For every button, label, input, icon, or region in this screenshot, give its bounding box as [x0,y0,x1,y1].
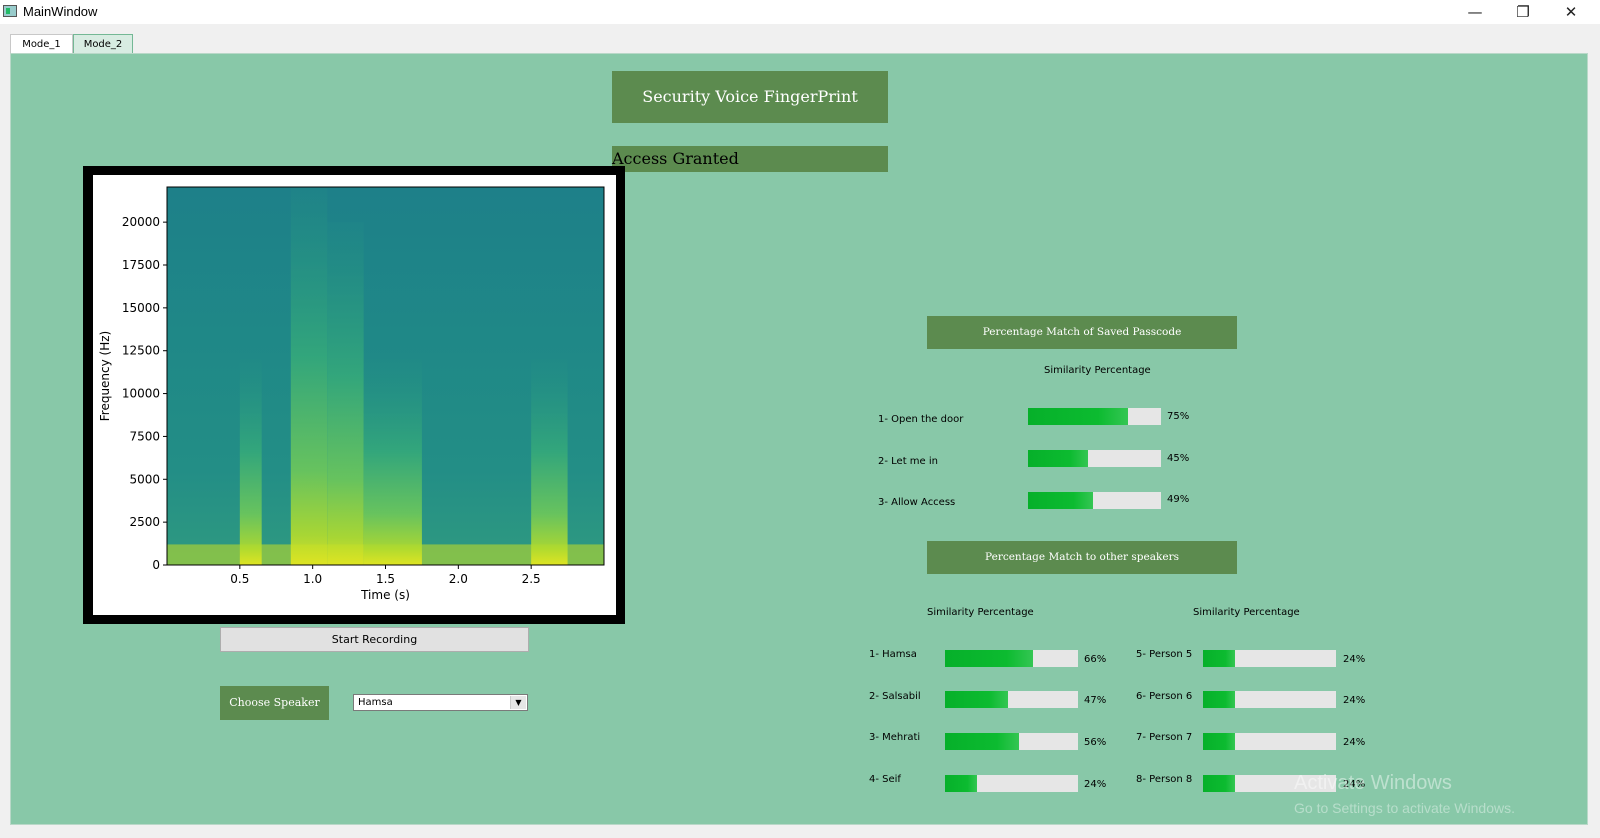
passcode-progress-bar [1028,408,1161,425]
speaker-progress-bar [945,775,1078,792]
saved-passcode-header: Percentage Match of Saved Passcode [927,316,1237,349]
y-tick-label: 0 [152,558,160,572]
start-recording-button[interactable]: Start Recording [220,627,529,652]
speaker-progress-bar [945,733,1078,750]
x-tick-label: 2.5 [522,572,541,586]
choose-speaker-button[interactable]: Choose Speaker [220,686,329,720]
title-bar: MainWindow — ❐ ✕ [0,0,1600,24]
progress-fill [1028,408,1128,425]
passcode-percent: 45% [1167,453,1190,464]
speaker-label: 1- Hamsa [869,649,917,660]
y-tick-label: 20000 [122,215,160,229]
x-axis-label: Time (s) [360,588,410,602]
speaker-progress-bar [1203,733,1336,750]
maximize-button[interactable]: ❐ [1516,3,1530,21]
access-status-label: Access Granted [612,146,888,172]
minimize-button[interactable]: — [1467,3,1483,21]
spectrogram-energy-segment [290,187,328,565]
spectrogram-energy-segment [239,359,262,565]
x-tick-label: 1.5 [376,572,395,586]
progress-fill [1203,650,1235,667]
y-axis-label: Frequency (Hz) [98,331,112,422]
chevron-down-icon[interactable]: ▼ [510,696,526,709]
speaker-label: 2- Salsabil [869,691,921,702]
window-title: MainWindow [23,4,98,19]
activation-watermark-subtitle: Go to Settings to activate Windows. [1294,800,1515,816]
speaker-percent: 47% [1084,695,1107,706]
speaker-percent: 24% [1084,779,1107,790]
y-tick-label: 7500 [129,429,160,443]
speaker-label: 8- Person 8 [1136,774,1193,785]
y-tick-label: 5000 [129,472,160,486]
speaker-progress-bar [1203,650,1336,667]
speaker-percent: 56% [1084,737,1107,748]
passcode-similarity-title: Similarity Percentage [1044,365,1151,376]
speaker-label: 6- Person 6 [1136,691,1193,702]
passcode-progress-bar [1028,492,1161,509]
progress-fill [1203,733,1235,750]
y-tick-label: 15000 [122,301,160,315]
x-tick-label: 1.0 [303,572,322,586]
speaker-label: 3- Mehrati [869,732,921,743]
passcode-label: 1- Open the door [878,414,964,425]
progress-fill [945,691,1008,708]
speaker-percent: 24% [1343,654,1366,665]
x-tick-label: 0.5 [230,572,249,586]
progress-fill [1203,691,1235,708]
tab-mode-2[interactable]: Mode_2 [73,34,133,53]
passcode-label: 3- Allow Access [878,497,956,508]
passcode-label: 2- Let me in [878,456,938,467]
speaker-label: 4- Seif [869,774,901,785]
speaker-dropdown-value: Hamsa [358,697,393,708]
tab-mode-1[interactable]: Mode_1 [10,34,73,53]
speaker-percent: 24% [1343,779,1366,790]
y-tick-label: 12500 [122,344,160,358]
speaker-percent: 24% [1343,737,1366,748]
progress-fill [1028,450,1088,467]
x-tick-label: 2.0 [449,572,468,586]
speaker-percent: 24% [1343,695,1366,706]
spectrogram-canvas: 0 2500 5000 7500 10000 12500 15000 17500 20000 0.… [93,175,616,615]
progress-fill [945,650,1033,667]
y-tick-label: 10000 [122,387,160,401]
speaker-progress-bar [1203,691,1336,708]
speaker-label: 5- Person 5 [1136,649,1193,660]
passcode-percent: 75% [1167,411,1190,422]
speakers-similarity-title-left: Similarity Percentage [927,607,1034,618]
speaker-percent: 66% [1084,654,1107,665]
page-title: Security Voice FingerPrint [612,71,888,123]
speaker-label: 7- Person 7 [1136,732,1193,743]
other-speakers-header: Percentage Match to other speakers [927,541,1237,574]
speaker-progress-bar [945,650,1078,667]
y-tick-label: 2500 [129,515,160,529]
spectrogram-energy-segment [531,359,568,565]
progress-fill [1028,492,1094,509]
spectrogram-energy-segment [327,222,364,565]
activation-watermark-title: Activate Windows [1294,772,1452,794]
speakers-similarity-title-right: Similarity Percentage [1193,607,1300,618]
close-button[interactable]: ✕ [1564,3,1578,21]
passcode-progress-bar [1028,450,1161,467]
progress-fill [945,733,1020,750]
spectrogram-chart: 0 2500 5000 7500 10000 12500 15000 17500 20000 0.… [98,186,605,602]
progress-fill [945,775,977,792]
speaker-progress-bar [1203,775,1336,792]
progress-fill [1203,775,1235,792]
passcode-percent: 49% [1167,494,1190,505]
app-icon [3,5,17,17]
y-tick-label: 17500 [122,258,160,272]
speaker-progress-bar [945,691,1078,708]
speaker-dropdown[interactable]: Hamsa ▼ [353,694,528,711]
spectrogram-energy-segment [363,359,422,565]
